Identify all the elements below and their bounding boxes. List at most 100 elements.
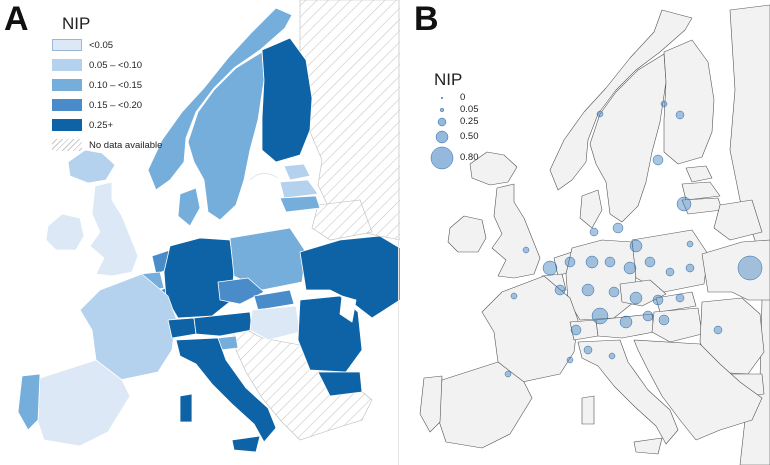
- panel-b-letter: B: [414, 0, 439, 38]
- country-slovakia: [253, 289, 295, 311]
- country-switzerland: [167, 317, 197, 339]
- legend-label: <0.05: [89, 39, 114, 51]
- data-bubble: [660, 100, 668, 108]
- data-bubble: [737, 255, 763, 281]
- data-bubble: [554, 284, 566, 296]
- data-bubble: [644, 256, 656, 268]
- legend-swatch: [52, 79, 82, 91]
- data-bubble: [510, 292, 518, 300]
- bubble-layer: [504, 100, 763, 378]
- data-bubble: [589, 227, 599, 237]
- country-norway: [147, 7, 293, 191]
- panel-b-bubble-map: B NIP 0 0.05 0.25 0.50 0.80: [400, 0, 770, 465]
- data-bubble: [596, 110, 604, 118]
- legend-label: 0.15 – <0.20: [89, 99, 143, 111]
- legend-label: 0.10 – <0.15: [89, 79, 143, 91]
- legend-label: 0.25+: [89, 119, 114, 131]
- data-bubble: [619, 315, 633, 329]
- panel-a-letter: A: [4, 0, 29, 38]
- country-poland: [229, 227, 307, 291]
- legend-swatch-hatched: [52, 139, 82, 151]
- data-bubble: [686, 240, 694, 248]
- legend-bubble: [440, 96, 444, 100]
- country-sicily: [231, 435, 261, 453]
- country-austria: [193, 311, 253, 337]
- panel-divider: [398, 0, 399, 465]
- country-hungary: [249, 305, 301, 341]
- data-bubble: [604, 256, 616, 268]
- data-bubble: [522, 246, 530, 254]
- country-uk: [89, 181, 139, 277]
- data-bubble: [652, 154, 664, 166]
- data-bubble: [504, 370, 512, 378]
- country-czechia: [217, 277, 265, 305]
- data-bubble: [564, 256, 576, 268]
- data-bubble: [675, 110, 685, 120]
- data-bubble: [629, 291, 643, 305]
- data-bubble: [623, 261, 637, 275]
- legend-swatch: [52, 39, 82, 51]
- data-bubble: [570, 324, 582, 336]
- bubble-legend-label: 0.80: [460, 152, 479, 163]
- legend-item: 0.15 – <0.20: [52, 98, 142, 112]
- data-bubble: [581, 283, 595, 297]
- data-bubble: [585, 255, 599, 269]
- country-france: [79, 273, 177, 381]
- panel-a-choropleth-map: A NIP <0.05 0.05 – <0.10 0.10 – <0.15 0.…: [4, 0, 400, 453]
- bubble-legend-label: 0.05: [460, 104, 479, 115]
- panel-b-legend: 0 0.05 0.25 0.50 0.80: [428, 92, 538, 192]
- data-bubble: [675, 293, 685, 303]
- legend-item: <0.05: [52, 38, 113, 52]
- legend-label: No data available: [89, 139, 163, 151]
- base-map: [419, 4, 770, 465]
- data-bubble: [685, 263, 695, 273]
- bubble-map: [400, 0, 770, 465]
- country-sweden: [187, 51, 265, 221]
- data-bubble: [665, 267, 675, 277]
- data-bubble: [713, 325, 723, 335]
- data-bubble: [583, 345, 593, 355]
- choropleth-map: [17, 0, 400, 453]
- legend-swatch: [52, 99, 82, 111]
- panel-b-legend-title: NIP: [434, 70, 463, 89]
- country-ukraine: [299, 235, 400, 319]
- data-bubble: [676, 196, 692, 212]
- country-germany: [163, 237, 235, 319]
- legend-bubble: [437, 117, 447, 127]
- bubble-size-legend: [430, 96, 454, 170]
- data-bubble: [608, 286, 620, 298]
- data-bubble: [652, 294, 664, 306]
- country-finland: [261, 37, 313, 163]
- country-spain: [35, 359, 131, 447]
- country-estonia: [283, 163, 311, 181]
- country-lithuania: [279, 195, 321, 213]
- legend-swatch: [52, 119, 82, 131]
- data-bubble: [566, 356, 574, 364]
- bubble-legend-label: 0.50: [460, 131, 479, 142]
- country-latvia: [279, 179, 319, 199]
- data-bubble: [542, 260, 558, 276]
- country-portugal: [17, 373, 41, 431]
- data-bubble: [612, 222, 624, 234]
- data-bubble: [591, 307, 609, 325]
- country-bulgaria: [317, 371, 363, 397]
- legend-bubble: [435, 130, 449, 144]
- legend-item: 0.05 – <0.10: [52, 58, 142, 72]
- panel-a-legend-title: NIP: [62, 14, 91, 33]
- data-bubble: [642, 310, 654, 322]
- country-italy: [175, 337, 277, 443]
- country-denmark: [177, 187, 201, 227]
- country-iceland: [67, 149, 116, 184]
- legend-swatch: [52, 59, 82, 71]
- country-sardinia: [179, 393, 193, 423]
- country-ireland: [45, 213, 85, 251]
- bubble-legend-label: 0: [460, 92, 466, 103]
- legend-bubble: [439, 107, 445, 113]
- legend-bubble: [430, 146, 454, 170]
- legend-item: No data available: [52, 138, 162, 152]
- legend-label: 0.05 – <0.10: [89, 59, 143, 71]
- legend-item: 0.10 – <0.15: [52, 78, 142, 92]
- no-data-region-belarus: [311, 199, 373, 241]
- data-bubble: [629, 239, 643, 253]
